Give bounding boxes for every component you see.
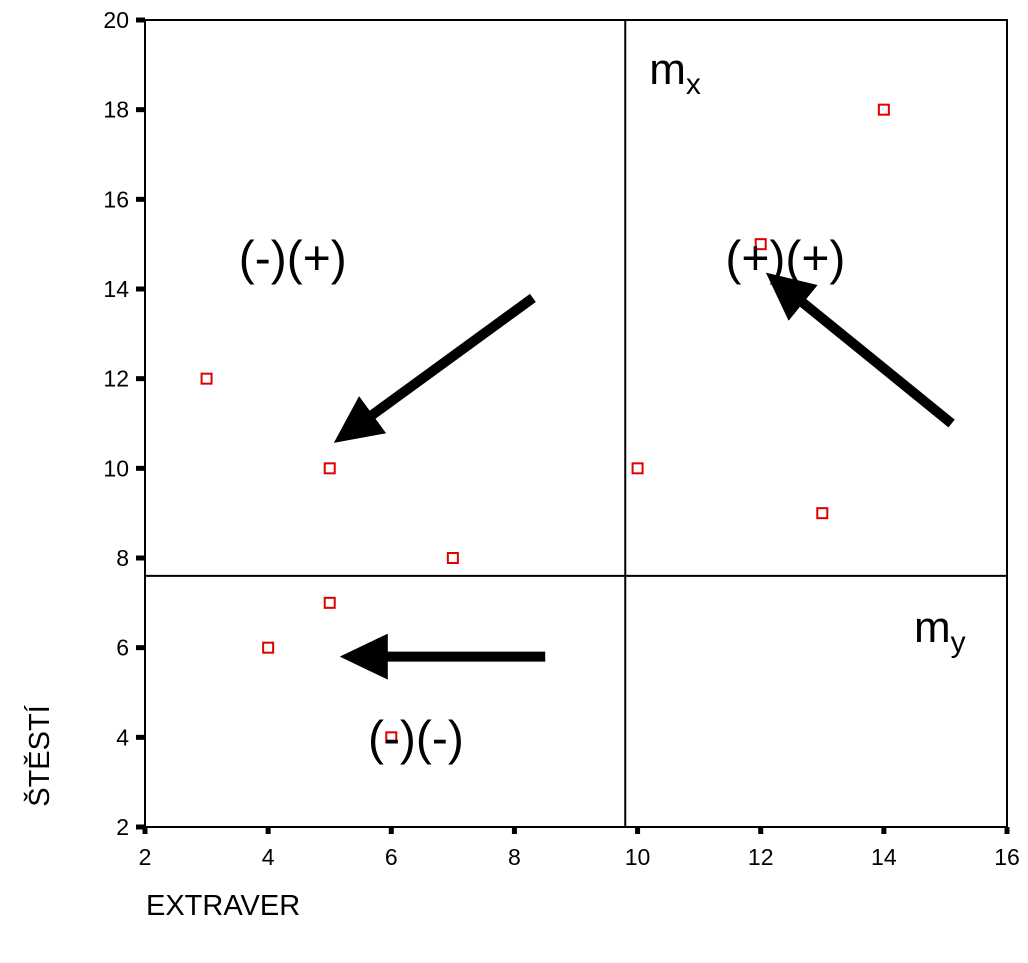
data-point <box>323 596 336 609</box>
x-tick-label: 2 <box>139 844 152 870</box>
y-tick-label: 18 <box>103 97 129 123</box>
mean-y-label: my <box>914 603 966 659</box>
x-tick-label: 14 <box>871 844 897 870</box>
quadrant-sign-label: (-)(+) <box>239 233 347 286</box>
data-point <box>631 462 644 475</box>
arrow <box>333 293 536 443</box>
x-tick-label: 4 <box>262 844 275 870</box>
data-point <box>323 462 336 475</box>
y-tick-label: 14 <box>103 276 129 302</box>
y-tick-label: 6 <box>116 635 129 661</box>
y-tick-label: 8 <box>116 545 129 571</box>
data-points <box>200 103 890 744</box>
mean-x-label: mx <box>649 45 701 101</box>
y-tick-label: 4 <box>116 724 129 750</box>
x-tick-label: 10 <box>625 844 651 870</box>
y-tick-label: 16 <box>103 186 129 212</box>
x-tick-label: 16 <box>994 844 1020 870</box>
x-tick-label: 12 <box>748 844 774 870</box>
arrows <box>333 272 955 680</box>
x-tick-label: 8 <box>508 844 521 870</box>
x-axis: 2 4 6 8 10 12 14 16 <box>139 827 1020 870</box>
data-point <box>877 103 890 116</box>
y-tick-label: 2 <box>116 814 129 840</box>
data-point <box>816 507 829 520</box>
y-tick-label: 20 <box>103 7 129 33</box>
quadrant-sign-label: (+)(+) <box>725 233 845 286</box>
mean-labels: mx my <box>649 45 965 659</box>
x-tick-label: 6 <box>385 844 398 870</box>
quadrant-annotations: (-)(+) (+)(+) (-)(-) <box>239 233 846 766</box>
data-point <box>262 641 275 654</box>
plot-frame <box>144 19 1008 828</box>
data-point <box>200 372 213 385</box>
arrow <box>765 272 955 428</box>
data-point <box>385 731 398 744</box>
data-point <box>446 552 459 564</box>
y-axis-title: ŠTĚSTÍ <box>22 704 56 806</box>
mean-lines <box>145 20 1007 827</box>
quadrant-sign-label: (-)(-) <box>368 712 464 765</box>
y-axis: 2 4 6 8 10 12 14 16 18 20 <box>103 7 145 840</box>
x-axis-title: EXTRAVER <box>146 890 300 922</box>
data-point <box>754 238 767 251</box>
y-tick-label: 10 <box>103 455 129 481</box>
y-tick-label: 12 <box>103 366 129 392</box>
